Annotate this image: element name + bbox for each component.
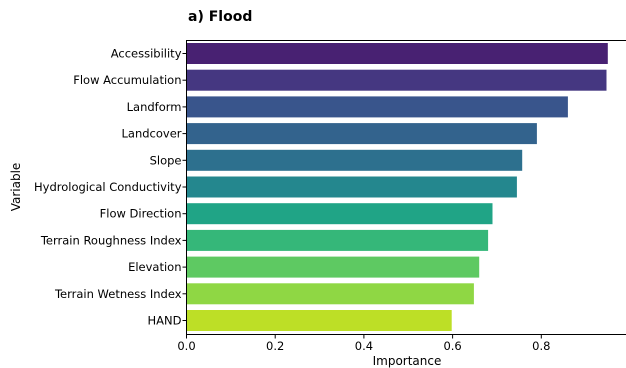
category-label-hand: HAND <box>148 314 182 328</box>
bar-flow-direction <box>186 203 493 225</box>
x-tick-label: 0.4 <box>355 339 373 353</box>
bar-accessibility <box>186 43 608 64</box>
bar-terrain-wetness-index <box>186 283 474 305</box>
category-label-terrain-wetness-index: Terrain Wetness Index <box>54 287 182 301</box>
bar-elevation <box>186 256 480 278</box>
chart-title: a) Flood <box>188 9 252 25</box>
category-label-terrain-roughness-index: Terrain Roughness Index <box>40 233 182 247</box>
x-tick-label: 0.2 <box>266 339 284 353</box>
bar-hydrological-conductivity <box>186 176 517 198</box>
x-ticks: 0.0 0.2 0.4 0.6 0.8 <box>177 334 550 353</box>
bar-flow-accumulation <box>186 69 607 91</box>
y-axis-label: Variable <box>9 163 23 212</box>
bar-landform <box>186 96 568 118</box>
category-label-landform: Landform <box>127 100 182 114</box>
category-label-flow-accumulation: Flow Accumulation <box>73 73 181 87</box>
bar-slope <box>186 149 523 171</box>
category-label-slope: Slope <box>150 153 182 167</box>
x-tick-label: 0.0 <box>177 339 195 353</box>
category-labels: Accessibility Flow Accumulation Landform La… <box>34 47 187 328</box>
bar-terrain-roughness-index <box>186 229 489 251</box>
category-label-elevation: Elevation <box>128 260 181 274</box>
category-label-flow-direction: Flow Direction <box>100 207 182 221</box>
x-tick-label: 0.8 <box>532 339 550 353</box>
category-label-hydrological-conductivity: Hydrological Conductivity <box>34 180 182 194</box>
category-label-landcover: Landcover <box>121 127 181 141</box>
category-label-accessibility: Accessibility <box>111 47 182 61</box>
bar-landcover <box>186 123 537 145</box>
x-tick-label: 0.6 <box>443 339 461 353</box>
bars <box>186 43 608 331</box>
x-axis-label: Importance <box>373 354 442 368</box>
bar-hand <box>186 310 452 331</box>
